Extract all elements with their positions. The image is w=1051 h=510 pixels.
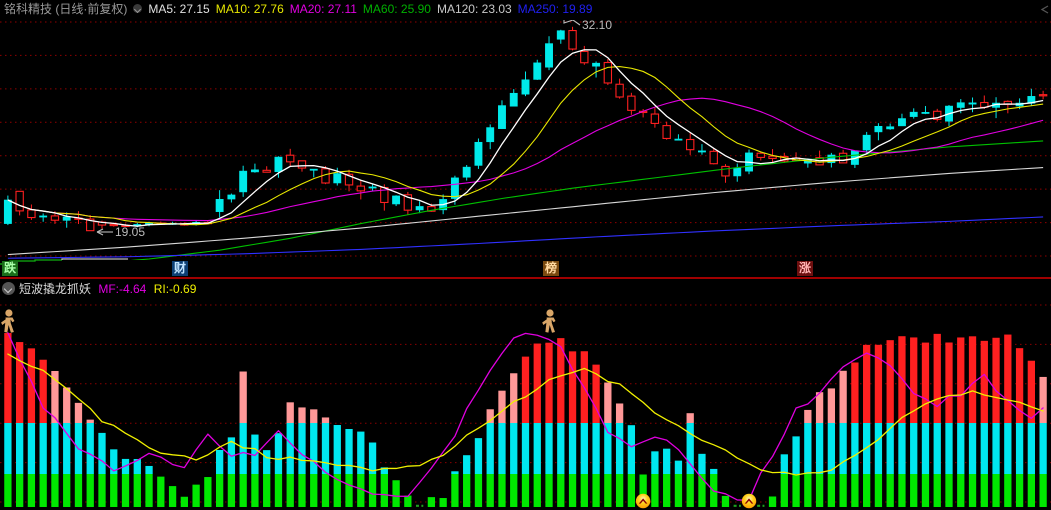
svg-text:19.05: 19.05: [115, 225, 145, 239]
svg-text:32.10: 32.10: [582, 18, 612, 32]
